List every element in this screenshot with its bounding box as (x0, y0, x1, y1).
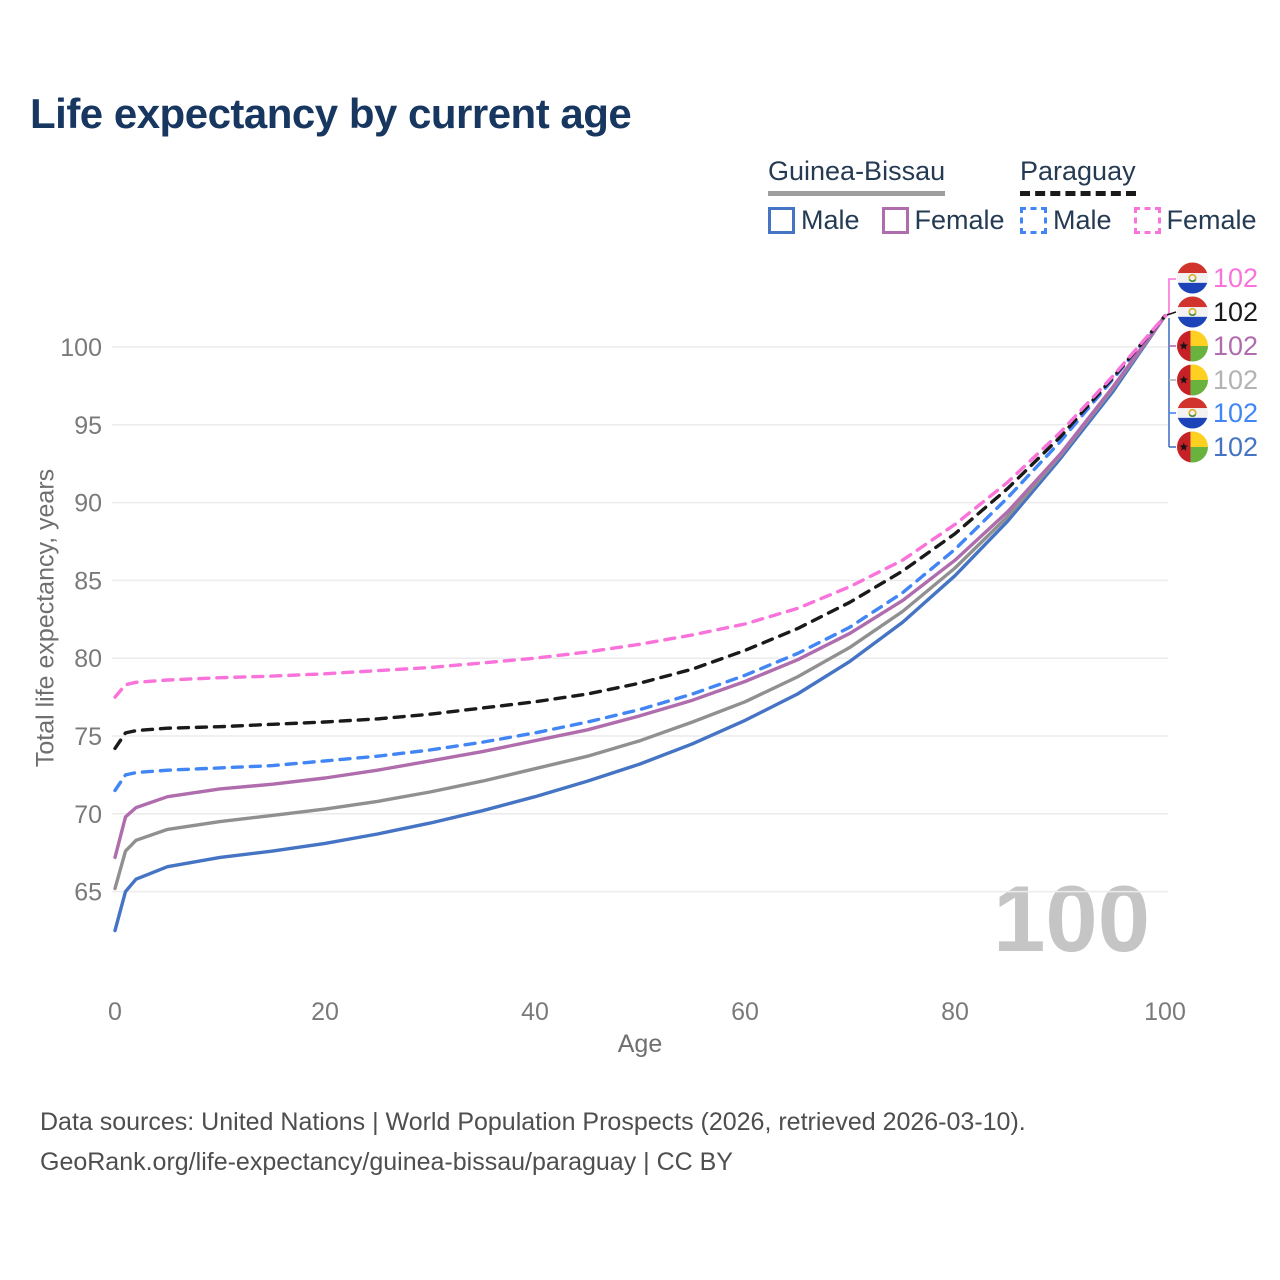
y-tick-label: 65 (74, 879, 102, 907)
x-tick-label: 60 (731, 998, 759, 1026)
page-title: Life expectancy by current age (30, 90, 632, 137)
series-line-py-female[interactable] (113, 314, 1167, 699)
guinea-bissau-flag-icon (1177, 432, 1208, 463)
end-value-label: 102 (1213, 331, 1258, 361)
y-tick-label: 85 (74, 567, 102, 595)
end-value-label: 102 (1213, 398, 1258, 428)
leader-line (1164, 278, 1176, 319)
footer-link-line: GeoRank.org/life-expectancy/guinea-bissa… (40, 1148, 733, 1176)
y-axis-title: Total life expectancy, years (31, 468, 60, 768)
guinea-bissau-flag-icon (1177, 365, 1208, 396)
legend-item-paraguay-male[interactable]: Male (1020, 205, 1112, 236)
gridlines: 65 70 75 80 85 90 95 100 0 20 40 60 80 100 (60, 334, 1186, 1026)
y-tick-label: 75 (74, 723, 102, 751)
end-value-label: 102 (1213, 365, 1258, 395)
legend-swatch-guinea-bissau-female[interactable] (881, 207, 909, 234)
leader-lines (1164, 278, 1177, 448)
leader-line (1166, 311, 1177, 316)
series-line-gb-female[interactable] (113, 314, 1167, 860)
legend-swatch-guinea-bissau-male[interactable] (768, 207, 795, 234)
legend-item-guinea-bissau-male[interactable]: Male (768, 205, 860, 236)
legend-group-paraguay: Paraguay Male Female (1020, 156, 1279, 236)
legend-item-guinea-bissau-female[interactable]: Female (881, 205, 1005, 236)
footer-sources-line: Data sources: United Nations | World Pop… (40, 1108, 1026, 1136)
legend-label-guinea-bissau-male: Male (801, 205, 860, 235)
y-tick-label: 95 (74, 412, 102, 440)
x-tick-label: 100 (1144, 998, 1186, 1026)
x-axis-title: Age (617, 1030, 663, 1058)
legend-country-paraguay[interactable]: Paraguay (1020, 156, 1136, 196)
legend-label-paraguay-male: Male (1053, 205, 1112, 235)
footer: Data sources: United Nations | World Pop… (40, 1102, 1026, 1182)
legend-group-guinea-bissau: Guinea-Bissau Male Female (768, 156, 1027, 236)
paraguay-flag-icon (1177, 398, 1208, 429)
legend-country-guinea-bissau[interactable]: Guinea-Bissau (768, 156, 946, 196)
y-tick-label: 70 (74, 801, 102, 829)
y-tick-label: 80 (74, 645, 102, 673)
x-tick-label: 0 (108, 998, 122, 1026)
guinea-bissau-flag-icon (1177, 331, 1208, 362)
legend-row-paraguay: Male Female (1020, 205, 1279, 236)
paraguay-flag-icon (1177, 297, 1208, 328)
paraguay-flag-icon (1177, 263, 1208, 294)
x-tick-label: 40 (521, 998, 549, 1026)
legend-swatch-paraguay-female[interactable] (1133, 207, 1161, 234)
series-line-gb-total[interactable] (113, 314, 1167, 891)
series-line-gb-male[interactable] (113, 314, 1167, 933)
series-lines (113, 314, 1167, 933)
end-value-label: 102 (1213, 432, 1258, 462)
legend-item-paraguay-female[interactable]: Female (1133, 205, 1257, 236)
legend-row-guinea-bissau: Male Female (768, 205, 1027, 236)
series-line-py-male[interactable] (113, 314, 1167, 793)
legend-swatch-paraguay-male[interactable] (1020, 207, 1047, 234)
end-value-label: 102 (1213, 297, 1258, 327)
age-watermark: 100 (993, 866, 1150, 971)
series-line-py-total[interactable] (113, 314, 1167, 751)
end-value-label: 102 (1213, 263, 1258, 293)
y-tick-label: 100 (60, 334, 102, 362)
legend-label-paraguay-female: Female (1166, 205, 1257, 235)
x-tick-label: 80 (941, 998, 969, 1026)
legend-label-guinea-bissau-female: Female (914, 205, 1005, 235)
x-tick-label: 20 (311, 998, 339, 1026)
y-tick-label: 90 (74, 490, 102, 518)
